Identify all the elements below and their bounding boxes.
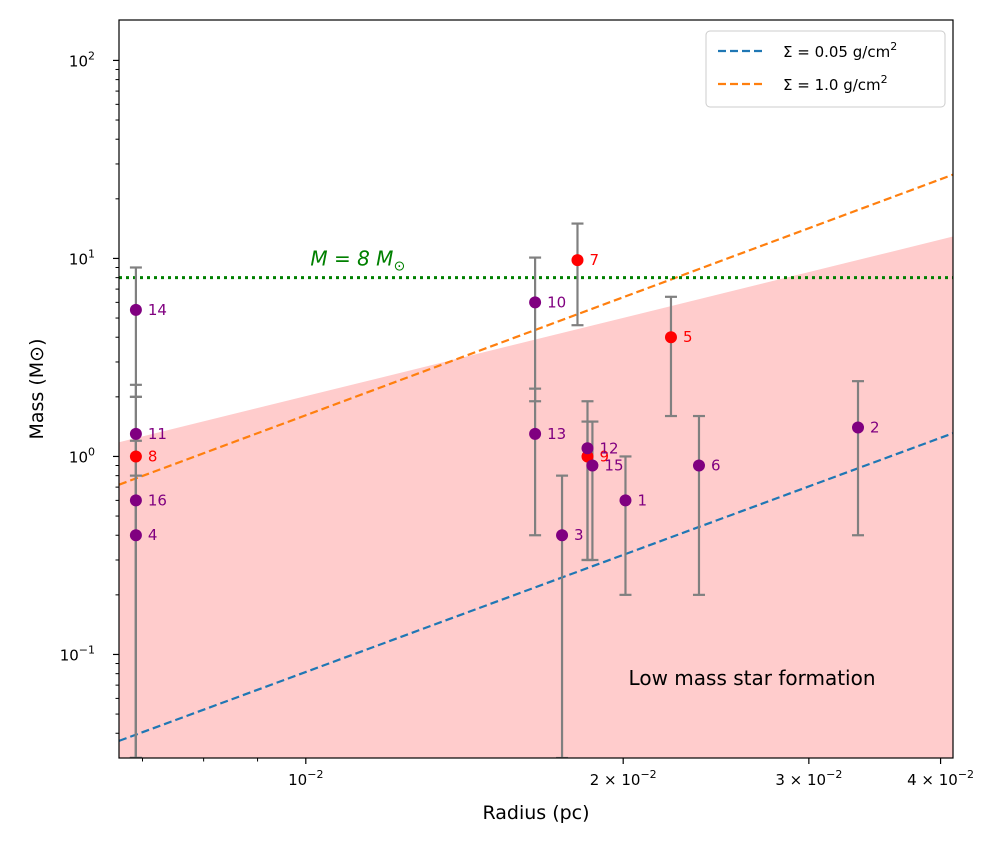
point-label-16: 16: [148, 491, 167, 509]
point-label-15: 15: [604, 457, 623, 475]
y-tick-label-2: 100: [69, 445, 95, 466]
x-axis-label: Radius (pc): [482, 802, 589, 824]
y-tick-label-2-base: 10: [69, 448, 88, 466]
legend-box: [705, 30, 946, 108]
y-tick-label-1-base: 10: [60, 646, 79, 664]
legend-label-1: Σ = 0.05 g/cm2: [783, 40, 897, 61]
point-label-2: 2: [870, 419, 880, 437]
point-16: [129, 494, 142, 507]
point-5: [664, 331, 677, 344]
reference-line-1: [119, 432, 953, 742]
threshold-label-text: M = 8 M: [310, 247, 393, 271]
y-tick-label-3-exponent: 1: [88, 247, 95, 260]
error-bar-13: [529, 387, 542, 537]
region-annotation: Low mass star formation: [629, 666, 876, 690]
y-axis-label: Mass (M⊙): [26, 338, 48, 439]
plot-frame: [118, 19, 954, 759]
point-8: [129, 450, 142, 463]
y-tick-label-4: 102: [69, 49, 95, 70]
legend-label-1-exponent: 2: [890, 40, 897, 53]
x-tick-label-4: 4 × 10−2: [907, 768, 974, 789]
legend-label-1-base: Σ = 0.05 g/cm: [783, 43, 890, 61]
point-label-5: 5: [683, 328, 693, 346]
x-tick-label-2: 2 × 10−2: [590, 768, 657, 789]
legend-label-2: Σ = 1.0 g/cm2: [783, 73, 888, 94]
y-tick-label-3-base: 10: [69, 250, 88, 268]
point-label-3: 3: [574, 526, 584, 544]
x-tick-label-3-base: 3 × 10: [775, 771, 826, 789]
x-tick-label-4-exponent: −2: [958, 768, 974, 781]
x-tick-label-1-exponent: −2: [307, 768, 323, 781]
error-bar-6: [692, 414, 705, 596]
point-label-8: 8: [148, 447, 158, 465]
x-tick-label-2-base: 2 × 10: [590, 771, 641, 789]
point-label-1: 1: [637, 491, 647, 509]
y-tick-label-2-exponent: 0: [88, 445, 95, 458]
legend-label-2-base: Σ = 1.0 g/cm: [783, 76, 881, 94]
error-bar-1: [619, 455, 632, 596]
point-3: [556, 529, 569, 542]
error-bar-14: [129, 266, 142, 398]
x-tick-label-1-base: 10: [288, 771, 307, 789]
x-tick-label-3-exponent: −2: [826, 768, 842, 781]
point-7: [571, 254, 584, 267]
x-tick-label-3: 3 × 10−2: [775, 768, 842, 789]
x-tick-label-4-base: 4 × 10: [907, 771, 958, 789]
x-axis-ticks: 10−2 2 × 10−2 3 × 10−2 4 × 10−2: [141, 758, 974, 789]
point-label-11: 11: [148, 425, 167, 443]
plot-area: [119, 173, 953, 758]
error-bar-15: [586, 420, 599, 562]
point-12: [581, 442, 594, 455]
x-tick-label-1: 10−2: [288, 768, 323, 789]
point-label-12: 12: [599, 439, 618, 457]
point-10: [529, 296, 542, 309]
point-15: [586, 459, 599, 472]
point-9: [581, 450, 594, 463]
error-bar-5: [664, 295, 677, 418]
y-tick-label-1: 10−1: [60, 643, 95, 664]
threshold-label-subscript: ⊙: [393, 259, 405, 275]
error-bar-7: [571, 222, 584, 327]
y-tick-label-3: 101: [69, 247, 95, 268]
point-13: [529, 427, 542, 440]
y-tick-label-4-exponent: 2: [88, 49, 95, 62]
data-points: [129, 254, 865, 542]
point-2: [852, 421, 865, 434]
point-label-10: 10: [547, 293, 566, 311]
y-tick-label-1-exponent: −1: [79, 643, 95, 656]
point-11: [129, 427, 142, 440]
point-6: [692, 459, 705, 472]
point-14: [129, 303, 142, 316]
x-tick-label-2-exponent: −2: [640, 768, 656, 781]
point-1: [619, 494, 632, 507]
point-label-4: 4: [148, 526, 158, 544]
point-label-6: 6: [711, 457, 721, 475]
point-label-14: 14: [148, 301, 167, 319]
point-label-7: 7: [589, 251, 599, 269]
error-bar-2: [852, 380, 865, 537]
point-4: [129, 529, 142, 542]
error-bar-16: [129, 439, 142, 758]
y-tick-label-4-base: 10: [69, 52, 88, 70]
error-bar-3: [556, 474, 569, 758]
point-label-9: 9: [599, 447, 609, 465]
point-label-13: 13: [547, 425, 566, 443]
threshold-label: M = 8 M⊙: [310, 247, 405, 275]
legend-label-2-exponent: 2: [881, 73, 888, 86]
